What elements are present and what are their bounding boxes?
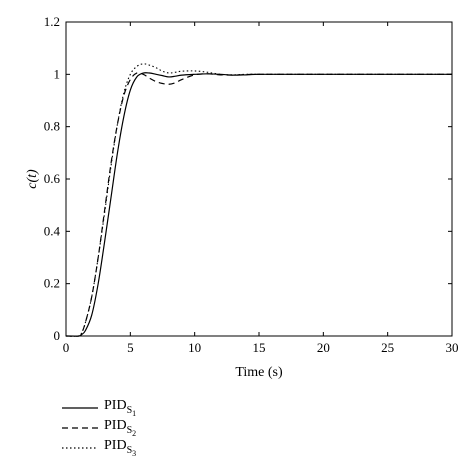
x-tick-label: 25 [381, 340, 394, 355]
x-tick-label: 15 [253, 340, 266, 355]
legend-item-1: PIDS1 [62, 398, 136, 418]
legend-swatch [62, 427, 98, 429]
legend: PIDS1 PIDS2 PIDS3 [62, 398, 136, 458]
x-tick-label: 0 [63, 340, 70, 355]
legend-item-2: PIDS2 [62, 418, 136, 438]
x-tick-label: 5 [127, 340, 134, 355]
series-line-3 [65, 63, 452, 337]
y-tick-label: 0.2 [44, 276, 60, 291]
legend-label: PIDS3 [104, 438, 137, 458]
y-tick-label: 0 [54, 328, 61, 343]
y-tick-label: 0.4 [44, 223, 61, 238]
plot-frame [65, 21, 453, 337]
y-tick-label: 0.8 [44, 119, 60, 134]
x-axis-label: Time (s) [235, 365, 283, 380]
axis-ticks: 0 5 10 15 20 25 30 0 0.2 0.4 0.6 0.8 1 1.2 [44, 14, 459, 355]
x-tick-label: 30 [446, 340, 459, 355]
series-line-1 [65, 72, 452, 337]
legend-swatch [62, 407, 98, 409]
series-layer [65, 63, 452, 337]
legend-label: PIDS2 [104, 418, 137, 438]
x-tick-label: 20 [317, 340, 330, 355]
y-axis-label: c(t) [25, 169, 40, 189]
series-line-2 [65, 72, 452, 337]
chart: 0 5 10 15 20 25 30 0 0.2 0.4 0.6 0.8 1 1.2 Time (s) c… [25, 14, 459, 380]
y-tick-label: 1.2 [44, 14, 60, 29]
legend-swatch [62, 447, 98, 449]
legend-label: PIDS1 [104, 398, 137, 418]
x-tick-label: 10 [188, 340, 201, 355]
y-tick-label: 0.6 [44, 171, 61, 186]
legend-item-3: PIDS3 [62, 438, 136, 458]
y-tick-label: 1 [54, 66, 61, 81]
